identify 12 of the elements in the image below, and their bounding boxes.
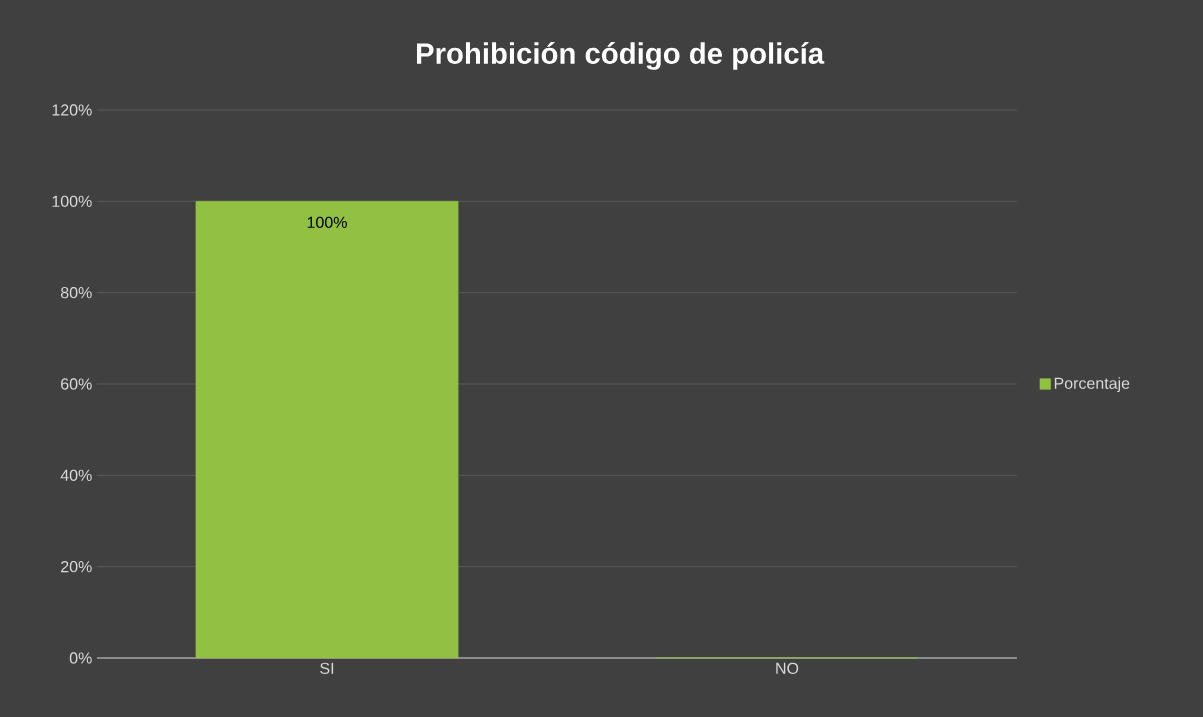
y-tick-label: 0%	[69, 652, 92, 664]
chart-title: Prohibición código de policía	[416, 42, 825, 70]
y-tick-label: 100%	[52, 195, 92, 207]
x-tick-label: SI	[320, 662, 334, 675]
y-tick-label: 60%	[61, 378, 92, 390]
y-tick-label: 80%	[60, 287, 92, 299]
y-tick-label: 20%	[61, 560, 92, 573]
y-tick-label: 40%	[60, 469, 92, 481]
y-tick-label: 120%	[52, 104, 92, 116]
legend-label: Porcentaje	[1054, 377, 1130, 393]
data-label: 100%	[307, 216, 347, 229]
x-tick-label: NO	[776, 662, 799, 675]
